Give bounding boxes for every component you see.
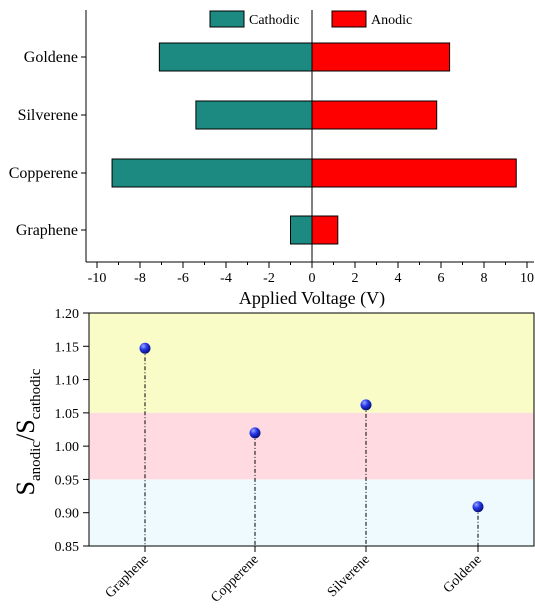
x-tick-label: -4 (220, 271, 232, 286)
y-tick-label: 1.20 (55, 307, 80, 322)
point-silverene (360, 399, 372, 411)
ratio-scatter-chart: 0.85 0.90 0.95 1.00 1.05 1.10 1.15 1.20 Graphen… (11, 307, 535, 606)
background-band-0 (89, 313, 534, 413)
legend-label-cathodic: Cathodic (249, 13, 300, 28)
x-tick-label: 4 (395, 271, 402, 286)
y-tick-label: 1.05 (55, 407, 80, 422)
background-band-1 (89, 412, 534, 480)
background-band-2 (89, 479, 534, 546)
y-tick-label: 1.15 (55, 340, 80, 355)
y-tick-label: 0.90 (55, 507, 80, 522)
bar-anodic-goldene (311, 42, 451, 72)
category-label-copperene: Copperene (208, 552, 261, 605)
bar-anodic-copperene (311, 158, 517, 188)
x-tick-label: 8 (481, 271, 488, 286)
x-tick-label: 6 (438, 271, 445, 286)
legend-swatch-cathodic (209, 10, 245, 28)
x-tick-label: -10 (88, 271, 107, 286)
bar-cathodic-graphene (290, 215, 313, 245)
category-label-graphene: Graphene (103, 552, 152, 601)
y-tick-label: 1.00 (55, 440, 80, 455)
category-label-silverene: Silverene (18, 107, 78, 124)
x-tick-label: 0 (309, 271, 316, 286)
bar-anodic-silverene (311, 100, 438, 130)
bar-cathodic-silverene (195, 100, 313, 130)
category-label-graphene: Graphene (16, 222, 78, 239)
legend-label-anodic: Anodic (371, 13, 412, 28)
legend-swatch-anodic (331, 10, 367, 28)
x-tick-label: -2 (263, 271, 275, 286)
x-tick-label: 10 (520, 271, 534, 286)
bar-cathodic-copperene (111, 158, 313, 188)
bottom-plot-frame (88, 312, 535, 547)
x-tick-label: -6 (177, 271, 189, 286)
y-tick-label: 0.95 (55, 473, 80, 488)
voltage-bar-chart: -10 -8 -6 -4 -2 0 2 4 6 8 10 Goldene Silverene Coppe… (9, 10, 534, 309)
category-label-silverene: Silverene (325, 552, 373, 600)
x-tick-label: 2 (352, 271, 359, 286)
point-copperene (249, 427, 261, 439)
point-graphene (139, 342, 151, 354)
bar-cathodic-goldene (158, 42, 313, 72)
bottom-y-axis-title: Sanodic/Scathodic (11, 368, 44, 495)
point-goldene (472, 501, 484, 513)
bar-anodic-graphene (311, 215, 339, 245)
legend: Cathodic Anodic (209, 10, 412, 28)
category-label-copperene: Copperene (9, 165, 78, 182)
y-tick-label: 1.10 (55, 374, 80, 389)
category-label-goldene: Goldene (441, 552, 485, 596)
y-tick-label: 0.85 (55, 540, 80, 555)
x-tick-label: -8 (134, 271, 146, 286)
top-x-axis-title: Applied Voltage (V) (239, 288, 385, 309)
category-label-goldene: Goldene (24, 49, 78, 66)
